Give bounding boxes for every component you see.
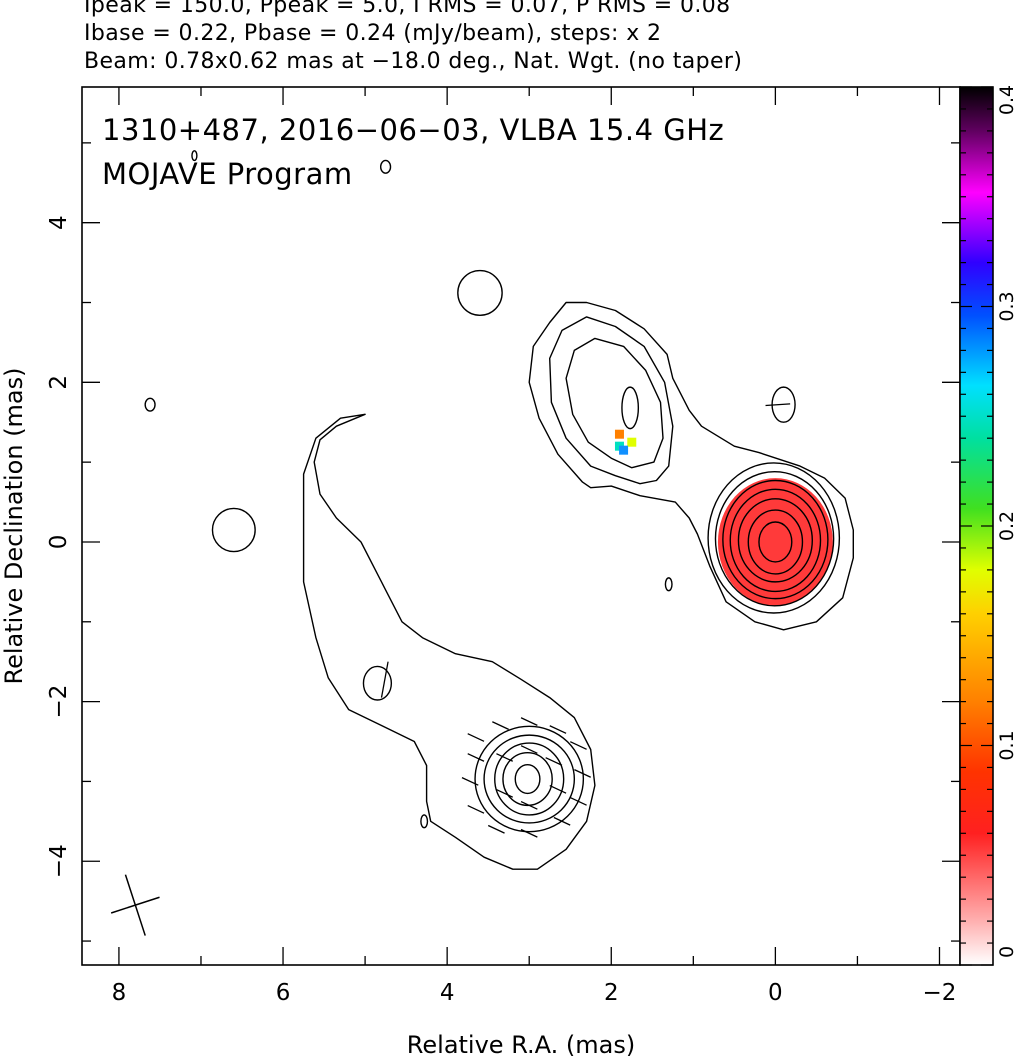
contours	[144, 150, 854, 870]
evpa-tick	[520, 828, 538, 838]
evpa-tick	[496, 788, 514, 798]
x-tick-label: 2	[604, 980, 619, 1006]
contour-line	[565, 337, 664, 469]
plot-title-line1: 1310+487, 2016−06−03, VLBA 15.4 GHz	[102, 113, 724, 147]
evpa-tick	[487, 824, 505, 834]
contour-line	[483, 734, 576, 824]
beam-minor-axis	[110, 896, 160, 914]
contour-line	[549, 316, 674, 485]
evpa-tick	[520, 800, 538, 810]
evpa-tick	[574, 769, 591, 778]
evpa-tick	[380, 661, 389, 698]
x-tick-label: 6	[276, 980, 291, 1006]
colorbar-tick-label: 0.3	[996, 291, 1018, 321]
x-tick-label: 0	[768, 980, 783, 1006]
plot-title-line2: MOJAVE Program	[102, 157, 353, 191]
header-base-line: Ibase = 0.22, Pbase = 0.24 (mJy/beam), s…	[84, 21, 662, 46]
evpa-tick	[553, 816, 571, 826]
colorbar-ticks	[960, 86, 993, 966]
evpa-tick	[467, 753, 485, 762]
contour-line	[494, 742, 565, 816]
header-beam-line: Beam: 0.78x0.62 mas at −18.0 deg., Nat. …	[84, 49, 743, 74]
contour-line	[664, 577, 673, 592]
contour-line	[211, 507, 256, 553]
evpa-tick	[549, 785, 567, 794]
contour-line	[758, 521, 793, 563]
y-tick-label: 4	[46, 215, 72, 230]
evpa-tick	[496, 753, 514, 762]
contour-line	[722, 479, 829, 600]
header-stats-line: Ipeak = 150.0, Ppeak = 5.0, I RMS = 0.07…	[84, 0, 731, 18]
evpa-tick	[520, 745, 538, 754]
contour-line	[729, 488, 822, 593]
y-tick-label: 2	[46, 375, 72, 390]
contour-line	[302, 413, 596, 870]
axis-ticks	[82, 87, 960, 965]
contour-line	[514, 763, 541, 795]
evpa-tick	[765, 403, 791, 407]
contour-line	[474, 725, 585, 833]
pol-pixel	[614, 429, 624, 439]
x-tick-label: −2	[923, 980, 957, 1006]
y-tick-label: 0	[46, 535, 72, 550]
evpa-tick	[545, 757, 563, 766]
evpa-tick	[461, 777, 479, 786]
contour-line	[362, 665, 393, 701]
contour-line	[621, 386, 640, 430]
evpa-tick	[467, 733, 485, 742]
contour-line	[191, 150, 198, 162]
evpa-tick	[570, 796, 587, 806]
colorbar-tick-label: 0.4	[996, 85, 1018, 115]
contour-line	[420, 814, 429, 829]
colorbar-tick-label: 0	[996, 946, 1018, 958]
evpa-tick	[467, 804, 485, 814]
polarization-pixels	[614, 429, 833, 606]
contour-line	[379, 159, 392, 174]
beam-marker	[110, 874, 160, 936]
colorbar-tick-labels: 0 0.1 0.2 0.3 0.4	[996, 85, 1018, 958]
y-tick-label: −4	[46, 844, 72, 878]
y-tick-labels: −4 −2 0 2 4	[46, 215, 72, 878]
contour-line	[457, 269, 503, 316]
evpa-tick	[520, 717, 538, 726]
x-tick-label: 8	[112, 980, 127, 1006]
contour-line	[707, 462, 841, 614]
x-tick-label: 4	[440, 980, 455, 1006]
x-tick-labels: 8 6 4 2 0 −2	[112, 980, 957, 1006]
colorbar-tick-label: 0.2	[996, 511, 1018, 541]
pol-pixel	[627, 437, 637, 447]
contour-line	[714, 471, 835, 607]
evpa-ticks	[380, 403, 791, 838]
colorbar-tick-label: 0.1	[996, 730, 1018, 760]
y-axis-label: Relative Declination (mas)	[0, 367, 28, 684]
evpa-tick	[492, 721, 509, 730]
contour-line	[737, 498, 813, 583]
contour-line	[528, 301, 854, 631]
evpa-tick	[570, 741, 587, 750]
x-axis-label: Relative R.A. (mas)	[407, 1031, 635, 1059]
contour-line	[144, 397, 156, 412]
contour-line	[747, 509, 804, 575]
pol-core-block	[717, 478, 833, 606]
contour-line	[502, 751, 553, 807]
pol-pixel	[619, 445, 629, 455]
y-tick-label: −2	[46, 685, 72, 719]
evpa-tick	[549, 725, 567, 734]
